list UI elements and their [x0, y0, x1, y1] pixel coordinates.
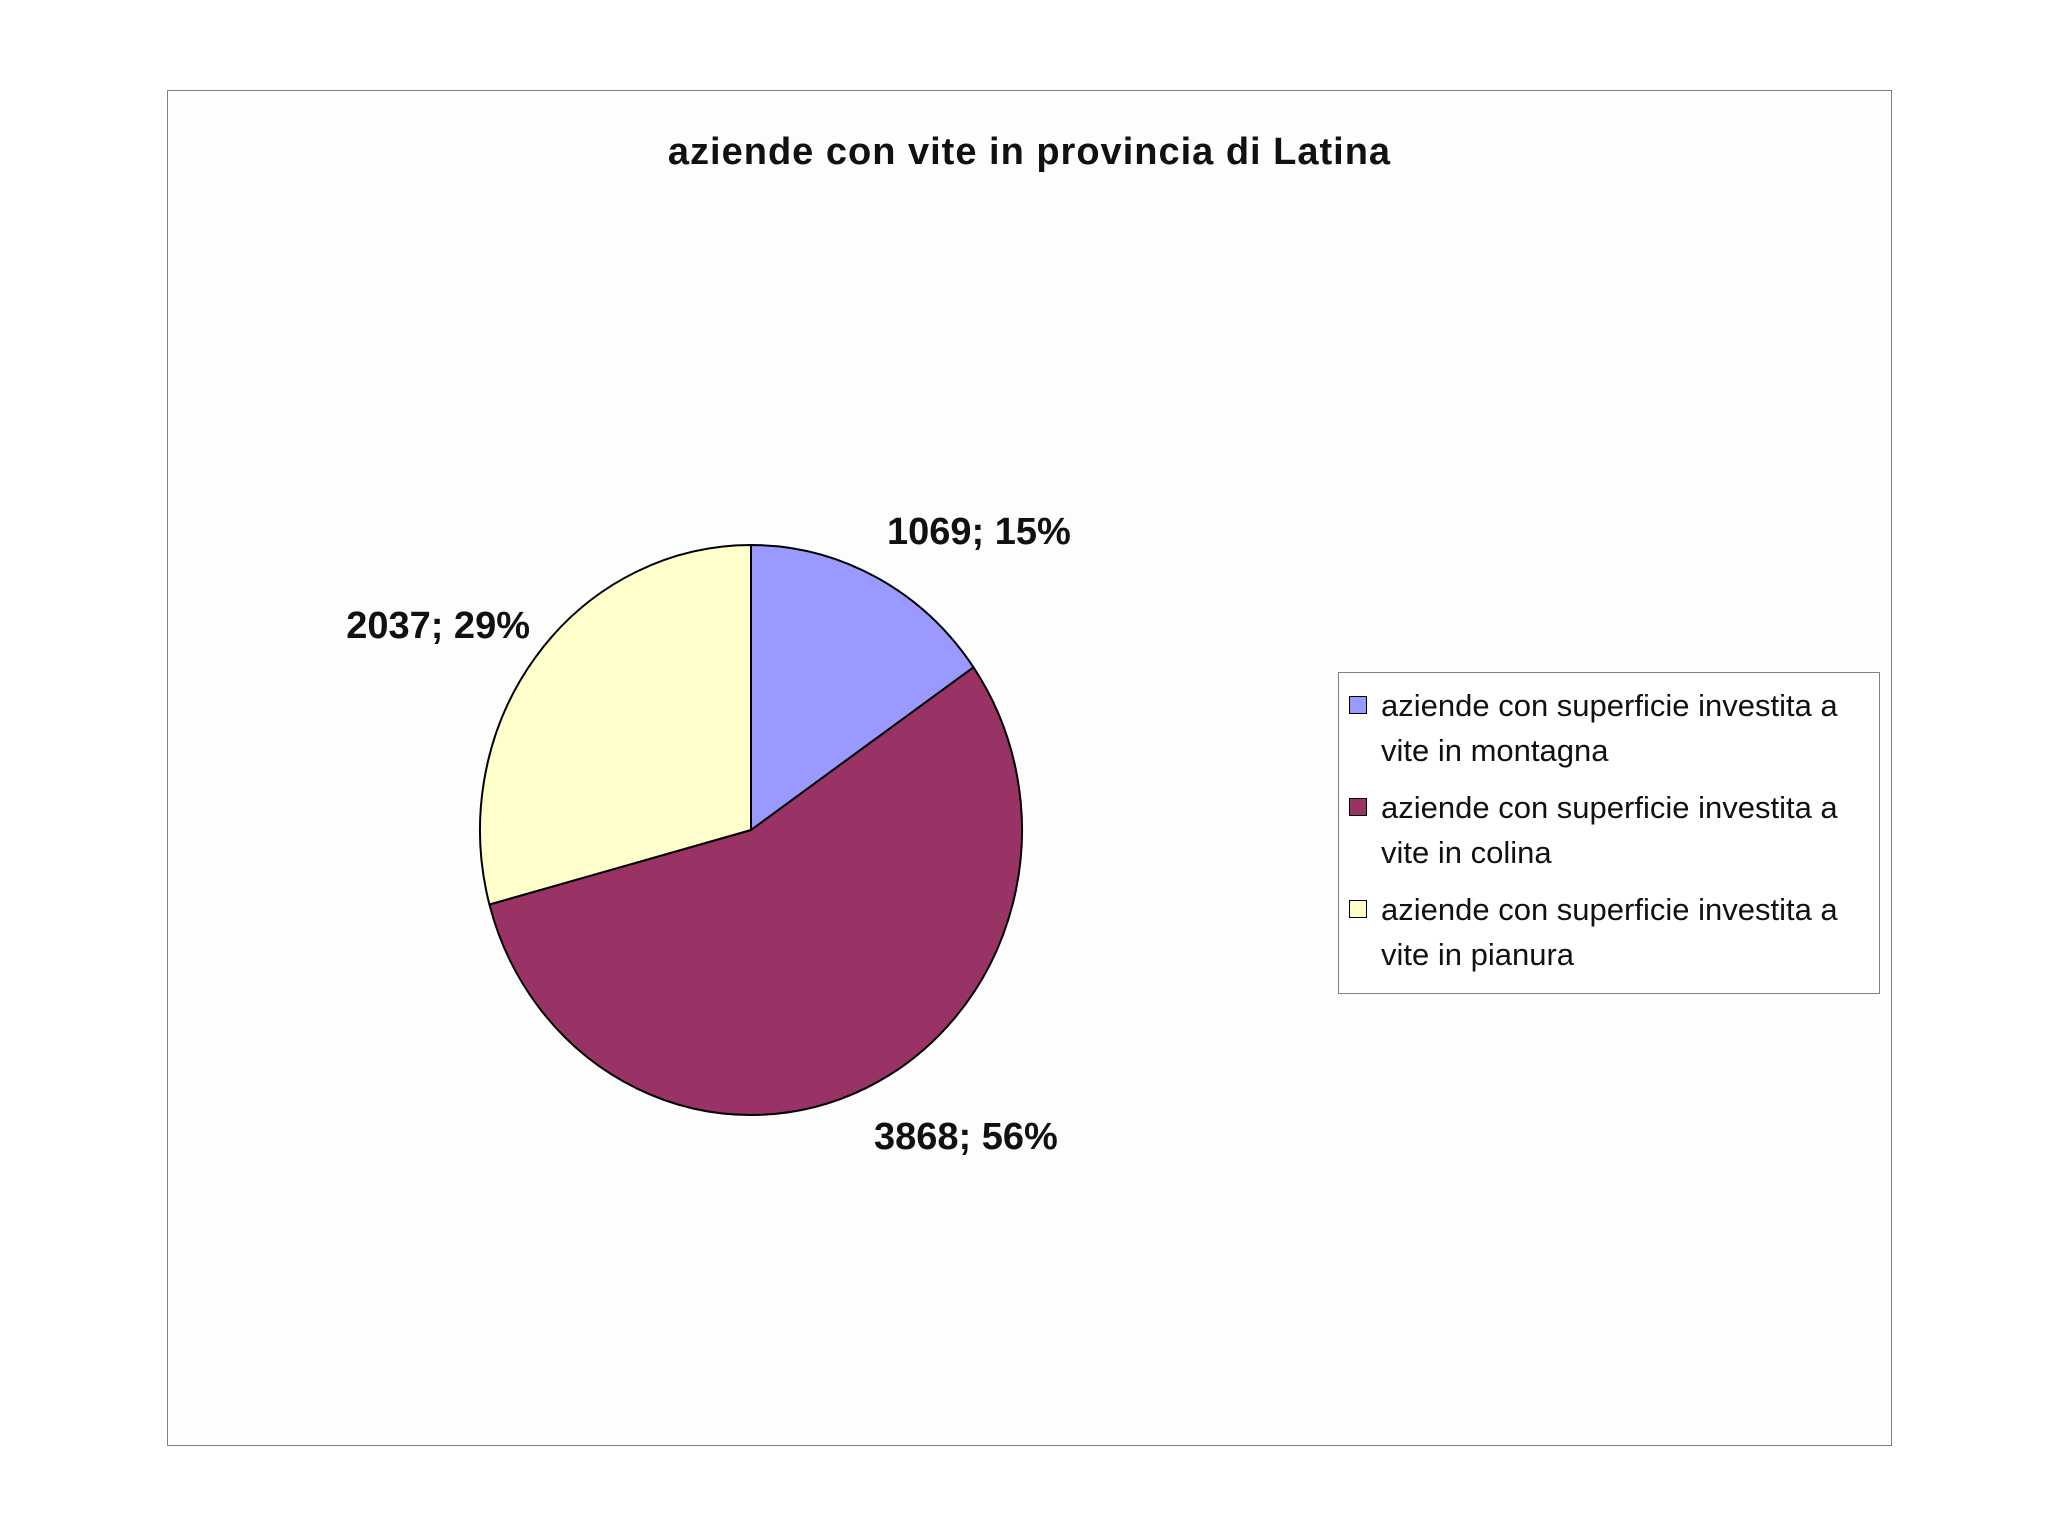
legend-swatch-montagna [1349, 696, 1367, 714]
data-label-montagna: 1069; 15% [887, 511, 1071, 553]
legend-swatch-colina [1349, 798, 1367, 816]
legend-label-montagna: aziende con superficie investita a vite … [1381, 688, 1838, 768]
legend-label-pianura: aziende con superficie investita a vite … [1381, 892, 1838, 972]
legend-item-pianura: aziende con superficie investita a vite … [1339, 885, 1879, 987]
legend-swatch-pianura [1349, 900, 1367, 918]
pie-chart: 1069; 15% 3868; 56% 2037; 29% [346, 511, 1071, 1158]
legend-item-colina: aziende con superficie investita a vite … [1339, 783, 1879, 885]
data-label-pianura: 2037; 29% [346, 605, 530, 647]
legend-label-colina: aziende con superficie investita a vite … [1381, 790, 1838, 870]
pie-slice-colina [488, 666, 1023, 1116]
data-label-colina: 3868; 56% [874, 1116, 1058, 1158]
pie-slice-pianura [479, 544, 752, 906]
legend: aziende con superficie investita a vite … [1338, 672, 1880, 994]
chart-area: aziende con vite in provincia di Latina … [167, 90, 1892, 1446]
legend-item-montagna: aziende con superficie investita a vite … [1339, 681, 1879, 783]
chart-title: aziende con vite in provincia di Latina [667, 131, 1392, 173]
pie-slice-montagna [750, 544, 975, 831]
